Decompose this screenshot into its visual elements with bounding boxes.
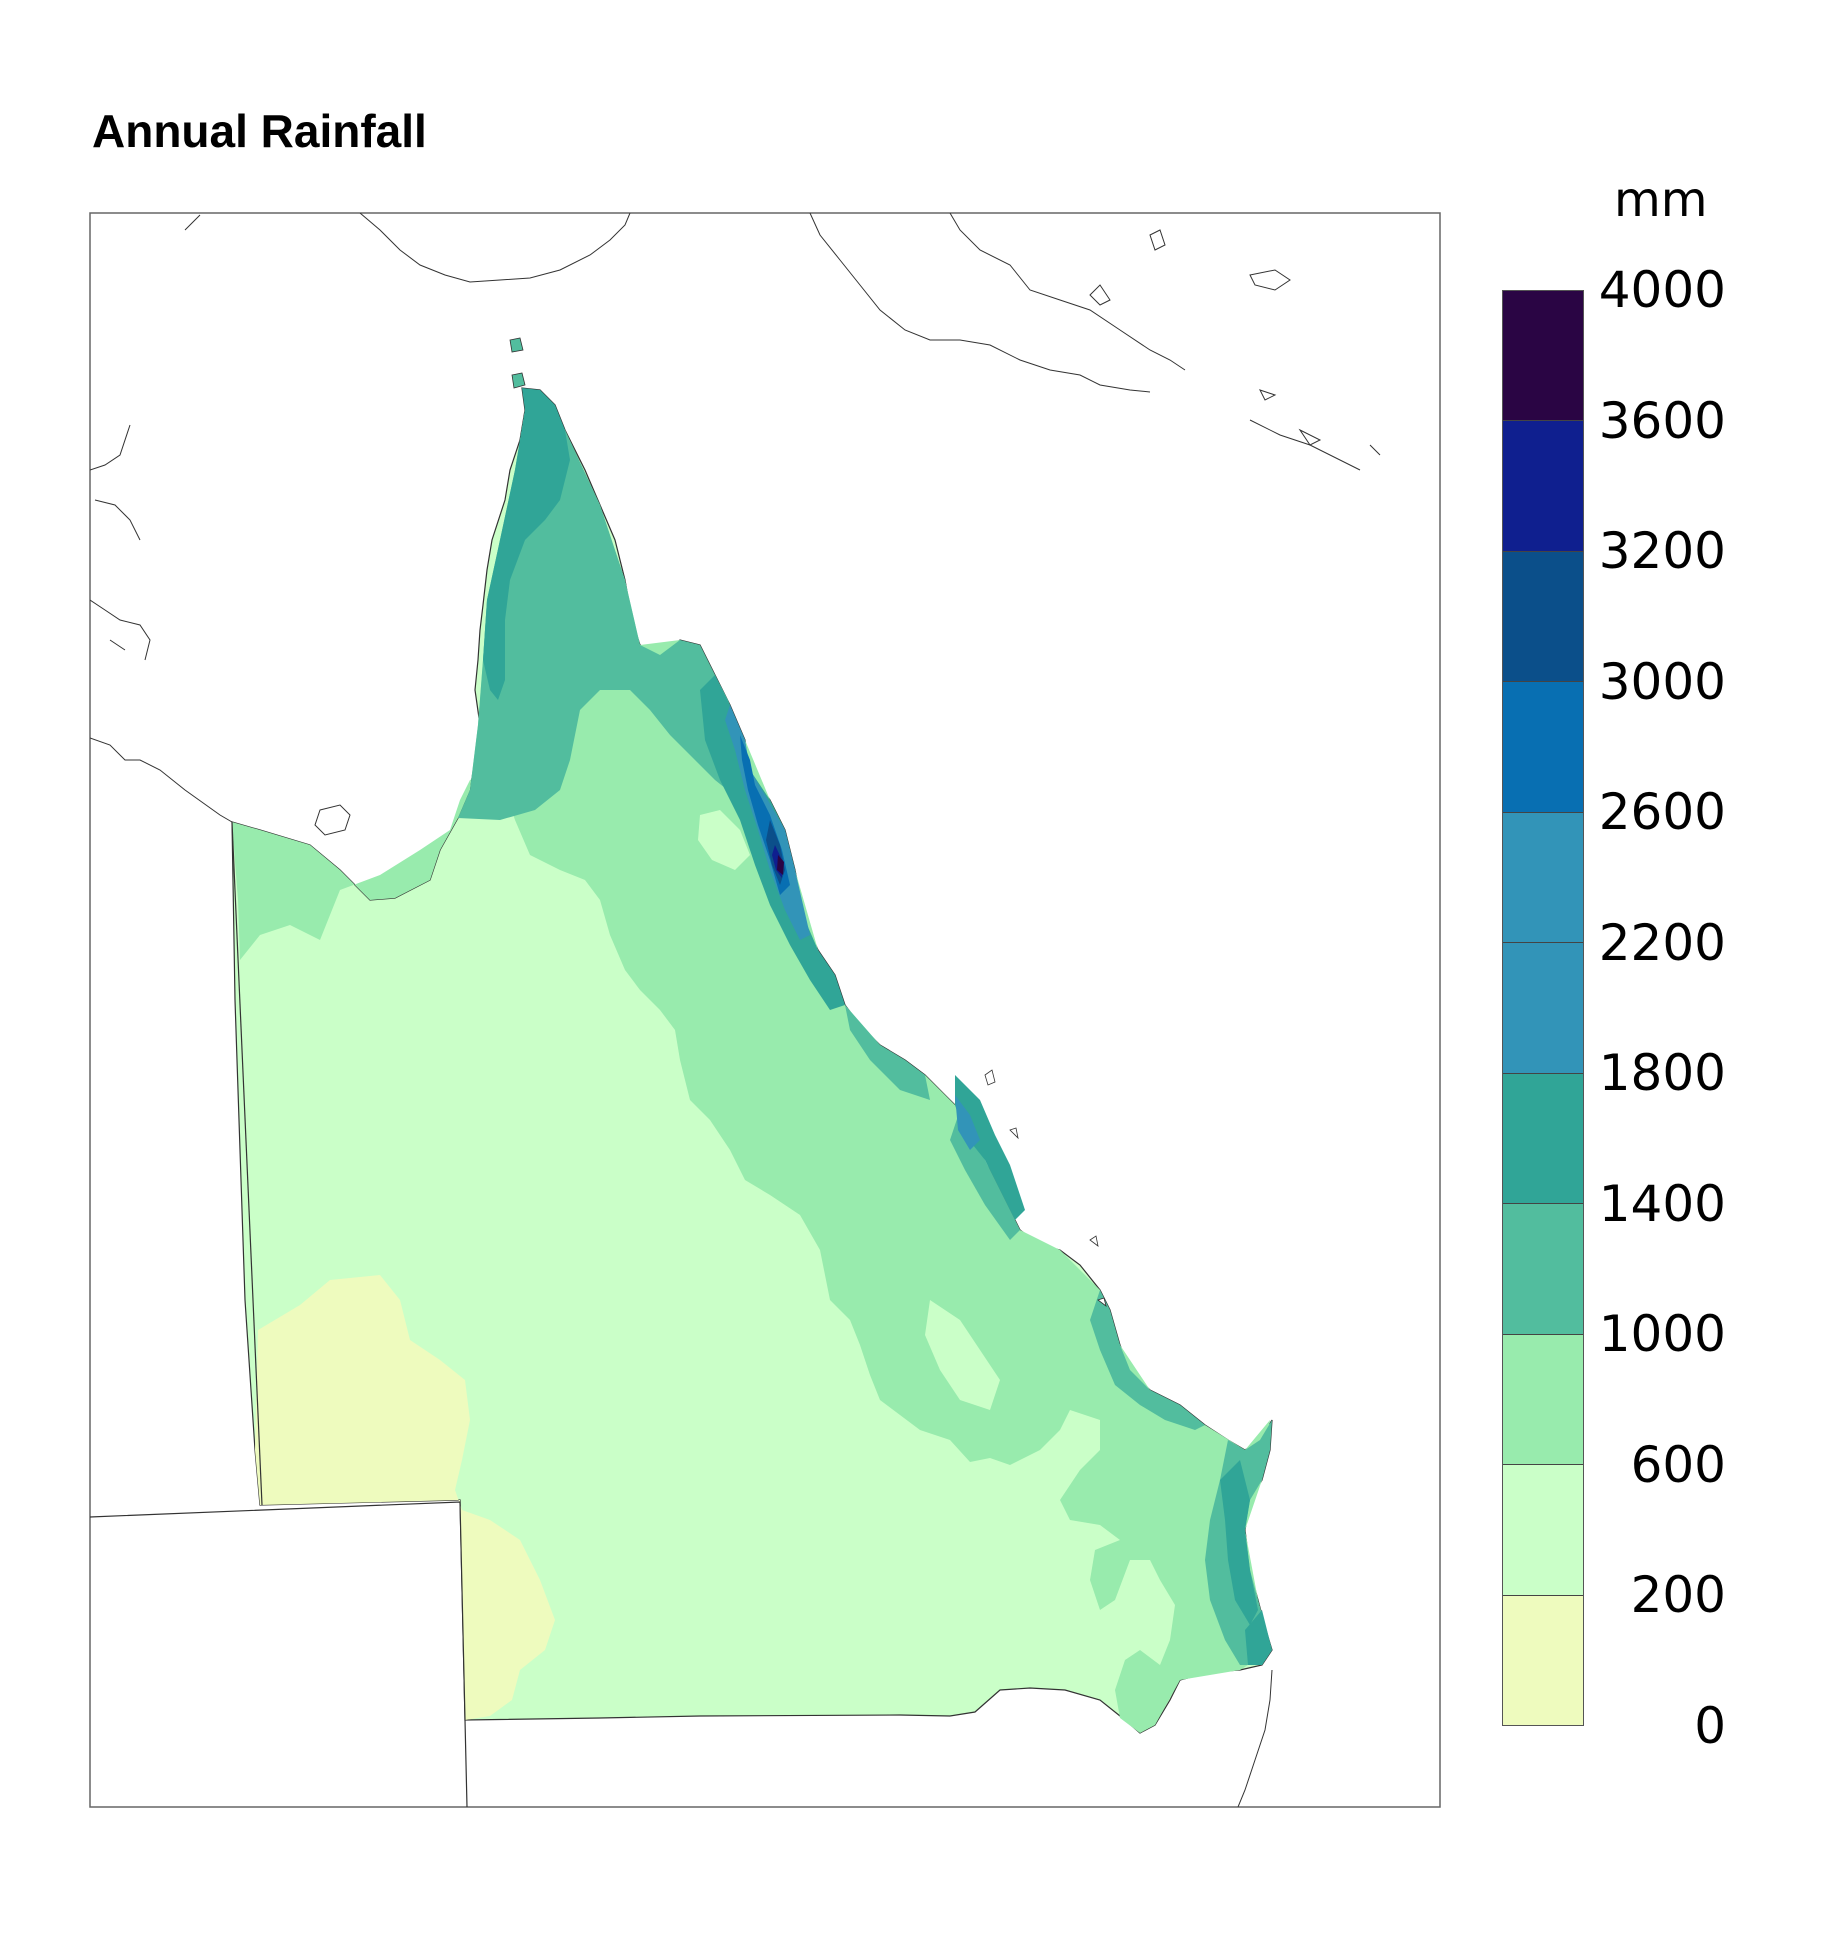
legend-tick-label: 1000	[1598, 1305, 1726, 1364]
legend-tick-label: 3200	[1598, 522, 1726, 581]
nsw-coastline	[1237, 1669, 1273, 1807]
legend-swatch	[1503, 1465, 1583, 1596]
nt-islands	[90, 424, 151, 661]
legend-swatch	[1503, 291, 1583, 422]
state-border-west	[231, 821, 263, 1506]
legend-tick-label: 2200	[1598, 913, 1726, 972]
legend-tick-label: 1800	[1598, 1044, 1726, 1103]
region-1400-1800-gc	[1245, 1610, 1272, 1665]
legend-unit: mm	[1614, 172, 1708, 228]
torres-strait-islands	[509, 337, 526, 389]
region-1000-1400-coast-mid	[845, 1005, 930, 1100]
legend-swatch	[1503, 1595, 1583, 1725]
region-1400-1800-fraser	[1220, 1460, 1258, 1625]
legend-swatch	[1503, 421, 1583, 552]
legend-swatch	[1503, 682, 1583, 813]
legend-tick-label: 3000	[1598, 652, 1726, 711]
gulf-coastline	[90, 737, 233, 823]
region-1400-1800-mackay	[955, 1075, 1025, 1220]
png-islands	[1089, 229, 1322, 446]
legend-tick-label: 200	[1630, 1566, 1726, 1625]
legend-tick-label: 1400	[1598, 1174, 1726, 1233]
legend-colorbar	[1502, 290, 1584, 1726]
state-border-south	[90, 1501, 468, 1807]
legend-tick-label: 0	[1694, 1697, 1726, 1755]
legend-swatch	[1503, 943, 1583, 1074]
groote-island	[314, 804, 351, 836]
legend-tick-label: 3600	[1598, 391, 1726, 450]
region-0-200	[255, 1275, 555, 1720]
legend-swatch	[1503, 1334, 1583, 1466]
region-1400-1800-capeyork	[483, 388, 570, 700]
region-1800-2600-mackay	[955, 1095, 980, 1150]
region-200-600-inland-2	[925, 1300, 1000, 1410]
region-200-600-inland	[698, 810, 750, 870]
legend-swatch	[1503, 1204, 1583, 1335]
png-coastline	[184, 213, 1381, 471]
legend-tick-label: 4000	[1598, 261, 1726, 319]
region-1000-1400-coast-south	[1090, 1290, 1205, 1430]
legend-swatch	[1503, 1073, 1583, 1205]
legend-swatch	[1503, 551, 1583, 683]
legend-swatch	[1503, 812, 1583, 944]
legend-tick-label: 2600	[1598, 783, 1726, 842]
map-title: Annual Rainfall	[92, 105, 427, 157]
region-3600-4000	[777, 855, 784, 875]
legend-tick-label: 600	[1630, 1435, 1726, 1494]
reef-islands	[984, 1069, 1107, 1307]
